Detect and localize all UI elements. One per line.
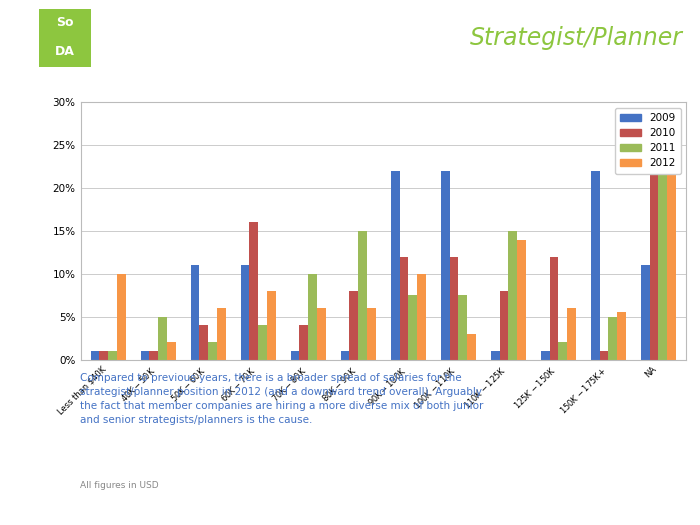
Bar (267, 291, 276, 360)
Text: Compared to previous years, there is a broader spread of salaries for the
strate: Compared to previous years, there is a b… (80, 373, 484, 425)
Bar (341, 351, 349, 360)
Text: Digital Marketing Innovators: Digital Marketing Innovators (105, 45, 234, 54)
Bar (349, 291, 358, 360)
Text: So: So (56, 16, 74, 29)
Text: DA: DA (55, 45, 75, 58)
Bar (208, 342, 217, 360)
Bar (650, 154, 659, 360)
Text: Strategist/Planner: Strategist/Planner (470, 26, 682, 50)
Bar (617, 312, 626, 360)
Bar (99, 351, 108, 360)
Bar (659, 128, 667, 360)
Bar (317, 308, 326, 360)
Bar (508, 231, 517, 360)
Bar (408, 295, 417, 360)
Bar (190, 265, 199, 360)
Bar (108, 351, 117, 360)
Bar (458, 295, 467, 360)
Bar (591, 171, 600, 360)
Bar (400, 257, 408, 360)
Bar (417, 274, 426, 360)
Bar (600, 351, 608, 360)
Bar (517, 239, 526, 360)
Text: All figures in USD: All figures in USD (80, 481, 159, 490)
Bar (367, 308, 376, 360)
Bar (258, 326, 267, 360)
Bar (117, 274, 125, 360)
Bar (391, 171, 400, 360)
Text: The Global Society: The Global Society (105, 22, 193, 31)
Bar (467, 334, 476, 360)
Bar (167, 342, 176, 360)
Bar (608, 317, 617, 360)
FancyBboxPatch shape (38, 9, 91, 67)
Bar (249, 223, 258, 360)
Bar (217, 308, 225, 360)
Bar (358, 231, 367, 360)
Bar (667, 145, 676, 360)
Bar (550, 257, 559, 360)
Bar (449, 257, 459, 360)
Bar (641, 265, 650, 360)
Bar (290, 351, 300, 360)
Bar (500, 291, 508, 360)
Bar (241, 265, 249, 360)
Bar (559, 342, 567, 360)
Bar (567, 308, 576, 360)
Bar (199, 326, 208, 360)
Bar (308, 274, 317, 360)
Bar (158, 317, 167, 360)
Bar (541, 351, 550, 360)
Bar (441, 171, 449, 360)
Legend: 2009, 2010, 2011, 2012: 2009, 2010, 2011, 2012 (615, 108, 681, 174)
Bar (491, 351, 500, 360)
Bar (141, 351, 149, 360)
Bar (300, 326, 308, 360)
Bar (149, 351, 158, 360)
Bar (90, 351, 99, 360)
Text: for: for (186, 22, 198, 31)
